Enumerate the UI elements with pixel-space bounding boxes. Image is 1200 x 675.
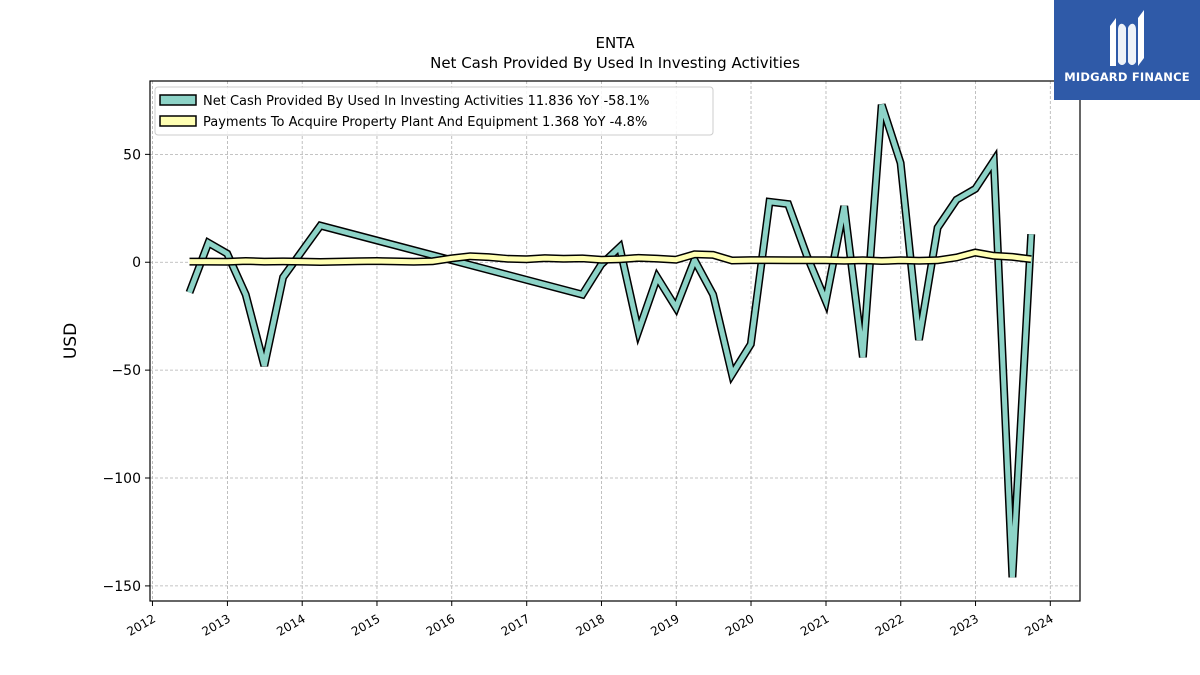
- series-line-outline-0: [185, 103, 1036, 578]
- x-tick-label: 2012: [125, 611, 158, 638]
- x-tick-label: 2023: [948, 611, 981, 638]
- legend[interactable]: Net Cash Provided By Used In Investing A…: [154, 86, 714, 136]
- chart-subtitle: Net Cash Provided By Used In Investing A…: [430, 54, 800, 72]
- legend-swatch-0: [159, 94, 197, 106]
- grid-lines: [150, 81, 1080, 601]
- y-tick-label: 0: [132, 255, 141, 271]
- axis-ticks: 2012 2013 2014 2015 2016 2017 2018 2019 2020 2021…: [103, 147, 1056, 639]
- x-tick-label: 2015: [349, 611, 382, 638]
- midgard-m-icon: [1110, 10, 1144, 66]
- x-tick-label: 2020: [723, 611, 756, 638]
- x-tick-label: 2018: [574, 611, 607, 638]
- y-tick-label: −50: [111, 363, 141, 379]
- y-tick-label: 50: [123, 147, 141, 163]
- chart-title: ENTA: [596, 34, 636, 52]
- y-tick-label: −150: [103, 579, 141, 595]
- legend-label-0[interactable]: Net Cash Provided By Used In Investing A…: [203, 94, 649, 109]
- y-axis-label: USD: [61, 323, 81, 359]
- y-tick-label: −100: [103, 471, 141, 487]
- x-tick-label: 2013: [199, 611, 232, 638]
- x-tick-label: 2024: [1022, 611, 1055, 638]
- x-tick-label: 2021: [798, 611, 831, 638]
- plot-frame: [149, 80, 1081, 602]
- legend-box: [154, 86, 714, 136]
- x-tick-label: 2019: [648, 611, 681, 638]
- brand-name: MIDGARD FINANCE: [1064, 70, 1190, 84]
- series-line-0: [187, 103, 1034, 578]
- x-tick-label: 2014: [274, 611, 307, 638]
- plot-series: [185, 103, 1036, 578]
- brand-logo: MIDGARD FINANCE: [1054, 0, 1200, 100]
- x-tick-label: 2017: [499, 611, 532, 638]
- series-line-1: [189, 249, 1032, 265]
- legend-label-1[interactable]: Payments To Acquire Property Plant And E…: [203, 115, 647, 130]
- x-tick-label: 2022: [873, 611, 906, 638]
- legend-swatch-1: [159, 115, 197, 127]
- x-tick-label: 2016: [424, 611, 457, 638]
